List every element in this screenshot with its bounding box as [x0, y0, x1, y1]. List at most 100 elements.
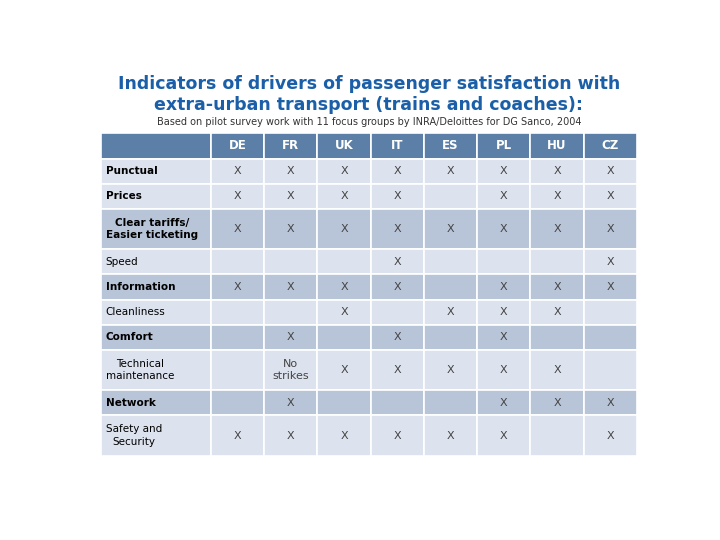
Text: X: X — [341, 166, 348, 176]
Text: X: X — [553, 191, 561, 201]
Text: X: X — [446, 166, 454, 176]
Text: X: X — [606, 282, 614, 292]
Text: Technical
maintenance: Technical maintenance — [106, 359, 174, 381]
FancyBboxPatch shape — [424, 159, 477, 184]
Text: X: X — [500, 282, 508, 292]
FancyBboxPatch shape — [318, 350, 371, 390]
Text: ES: ES — [442, 139, 459, 152]
Text: X: X — [500, 191, 508, 201]
FancyBboxPatch shape — [584, 209, 637, 249]
FancyBboxPatch shape — [318, 133, 371, 159]
Text: X: X — [234, 166, 241, 176]
FancyBboxPatch shape — [264, 274, 318, 300]
Text: Information: Information — [106, 282, 175, 292]
FancyBboxPatch shape — [477, 350, 531, 390]
FancyBboxPatch shape — [531, 350, 584, 390]
FancyBboxPatch shape — [264, 415, 318, 456]
FancyBboxPatch shape — [477, 184, 531, 209]
FancyBboxPatch shape — [584, 184, 637, 209]
FancyBboxPatch shape — [264, 209, 318, 249]
Text: UK: UK — [335, 139, 354, 152]
FancyBboxPatch shape — [371, 274, 424, 300]
FancyBboxPatch shape — [477, 300, 531, 325]
Text: X: X — [234, 282, 241, 292]
Text: Prices: Prices — [106, 191, 142, 201]
FancyBboxPatch shape — [101, 390, 211, 415]
FancyBboxPatch shape — [264, 249, 318, 274]
Text: X: X — [234, 224, 241, 234]
FancyBboxPatch shape — [531, 209, 584, 249]
FancyBboxPatch shape — [584, 390, 637, 415]
Text: X: X — [393, 332, 401, 342]
Text: Punctual: Punctual — [106, 166, 158, 176]
FancyBboxPatch shape — [531, 184, 584, 209]
Text: X: X — [606, 398, 614, 408]
Text: X: X — [606, 257, 614, 267]
Text: X: X — [606, 224, 614, 234]
Text: X: X — [341, 307, 348, 317]
FancyBboxPatch shape — [371, 350, 424, 390]
FancyBboxPatch shape — [424, 209, 477, 249]
FancyBboxPatch shape — [211, 350, 264, 390]
Text: X: X — [234, 430, 241, 441]
FancyBboxPatch shape — [101, 325, 211, 350]
FancyBboxPatch shape — [101, 184, 211, 209]
FancyBboxPatch shape — [584, 325, 637, 350]
FancyBboxPatch shape — [211, 209, 264, 249]
Text: X: X — [287, 166, 294, 176]
Text: X: X — [500, 332, 508, 342]
Text: X: X — [287, 332, 294, 342]
Text: X: X — [553, 166, 561, 176]
Text: X: X — [287, 398, 294, 408]
Text: X: X — [287, 430, 294, 441]
FancyBboxPatch shape — [264, 133, 318, 159]
FancyBboxPatch shape — [424, 274, 477, 300]
FancyBboxPatch shape — [211, 184, 264, 209]
FancyBboxPatch shape — [318, 274, 371, 300]
Text: X: X — [446, 307, 454, 317]
FancyBboxPatch shape — [318, 184, 371, 209]
Text: X: X — [446, 365, 454, 375]
Text: Safety and
Security: Safety and Security — [106, 424, 162, 447]
FancyBboxPatch shape — [477, 415, 531, 456]
FancyBboxPatch shape — [424, 249, 477, 274]
Text: Network: Network — [106, 398, 156, 408]
Text: X: X — [446, 430, 454, 441]
FancyBboxPatch shape — [371, 325, 424, 350]
Text: X: X — [500, 430, 508, 441]
Text: X: X — [341, 224, 348, 234]
Text: FR: FR — [282, 139, 300, 152]
FancyBboxPatch shape — [584, 249, 637, 274]
Text: X: X — [393, 166, 401, 176]
Text: CZ: CZ — [602, 139, 619, 152]
FancyBboxPatch shape — [424, 300, 477, 325]
FancyBboxPatch shape — [477, 133, 531, 159]
FancyBboxPatch shape — [371, 184, 424, 209]
FancyBboxPatch shape — [531, 390, 584, 415]
FancyBboxPatch shape — [531, 249, 584, 274]
Text: X: X — [606, 430, 614, 441]
FancyBboxPatch shape — [584, 159, 637, 184]
Text: X: X — [341, 191, 348, 201]
FancyBboxPatch shape — [584, 274, 637, 300]
FancyBboxPatch shape — [264, 184, 318, 209]
FancyBboxPatch shape — [531, 274, 584, 300]
FancyBboxPatch shape — [101, 415, 211, 456]
Text: X: X — [393, 430, 401, 441]
Text: X: X — [393, 224, 401, 234]
FancyBboxPatch shape — [531, 133, 584, 159]
FancyBboxPatch shape — [477, 325, 531, 350]
FancyBboxPatch shape — [318, 325, 371, 350]
FancyBboxPatch shape — [318, 300, 371, 325]
FancyBboxPatch shape — [211, 300, 264, 325]
FancyBboxPatch shape — [211, 390, 264, 415]
FancyBboxPatch shape — [371, 415, 424, 456]
FancyBboxPatch shape — [211, 133, 264, 159]
FancyBboxPatch shape — [211, 249, 264, 274]
FancyBboxPatch shape — [477, 209, 531, 249]
FancyBboxPatch shape — [264, 325, 318, 350]
FancyBboxPatch shape — [101, 350, 211, 390]
FancyBboxPatch shape — [531, 415, 584, 456]
FancyBboxPatch shape — [264, 350, 318, 390]
Text: Comfort: Comfort — [106, 332, 153, 342]
